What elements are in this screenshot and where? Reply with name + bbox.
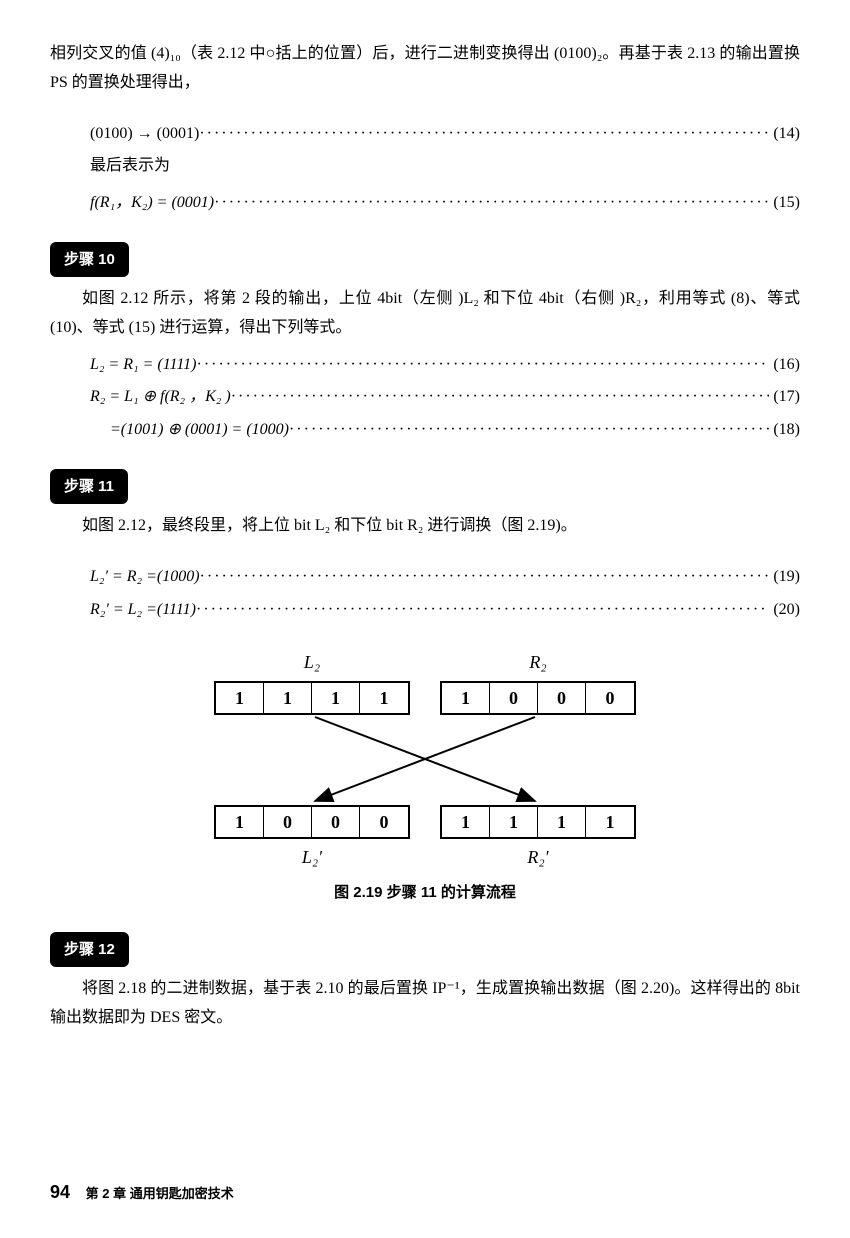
bit-cell: 1 (442, 807, 490, 837)
bit-cell: 1 (312, 683, 360, 713)
equation-20: R₂′ = L₂ =(1111) (20) (90, 596, 800, 625)
eq19-lhs: L₂′ = R₂ =(1000) (90, 563, 200, 592)
bit-cell: 1 (538, 807, 586, 837)
eq18-lhs: =(1001) ⊕ (0001) = (1000) (110, 416, 289, 445)
top-left-bitbox: 1 1 1 1 (214, 681, 410, 715)
figure-2-19: L₂ 1 1 1 1 R₂ 1 0 0 0 (50, 644, 800, 906)
bit-cell: 1 (586, 807, 634, 837)
eq16-lhs: L₂ = R₁ = (1111) (90, 351, 196, 380)
figure-top-right: R₂ 1 0 0 0 (440, 644, 636, 714)
bit-cell: 1 (490, 807, 538, 837)
equation-17: R₂ = L₁ ⊕ f(R₂ ，K₂ ) (17) (90, 383, 800, 412)
eq19-num: (19) (769, 563, 800, 592)
bottom-right-label: R₂′ (527, 841, 548, 873)
eq20-num: (20) (769, 596, 800, 625)
eq-dots (200, 563, 770, 592)
step12-badge: 步骤 12 (50, 932, 129, 967)
figure-cross-arrows (205, 715, 645, 805)
page-footer: 94 第 2 章 通用钥匙加密技术 (50, 1176, 234, 1208)
bit-cell: 0 (538, 683, 586, 713)
bit-cell: 0 (264, 807, 312, 837)
intro-paragraph: 相列交叉的值 (4)₁₀（表 2.12 中○括上的位置）后，进行二进制变换得出 … (50, 40, 800, 98)
eq14-num: (14) (769, 120, 800, 149)
eq15-num: (15) (769, 189, 800, 218)
figure-bottom-row: 1 0 0 0 L₂′ 1 1 1 1 R₂′ (50, 805, 800, 875)
step10-badge: 步骤 10 (50, 242, 129, 277)
top-right-label: R₂ (529, 646, 546, 678)
bit-cell: 0 (312, 807, 360, 837)
eq-dots (196, 351, 769, 380)
chapter-title: 第 2 章 通用钥匙加密技术 (86, 1186, 234, 1201)
step12-paragraph: 将图 2.18 的二进制数据，基于表 2.10 的最后置换 IP⁻¹，生成置换输… (50, 975, 800, 1033)
eq17-lhs: R₂ = L₁ ⊕ f(R₂ ，K₂ ) (90, 383, 231, 412)
bit-cell: 1 (264, 683, 312, 713)
bit-cell: 0 (586, 683, 634, 713)
eq-dots (289, 416, 769, 445)
bottom-left-bitbox: 1 0 0 0 (214, 805, 410, 839)
figure-caption: 图 2.19 步骤 11 的计算流程 (50, 879, 800, 906)
step10-paragraph: 如图 2.12 所示，将第 2 段的输出，上位 4bit（左侧 )L₂ 和下位 … (50, 285, 800, 343)
bit-cell: 1 (216, 807, 264, 837)
eq20-lhs: R₂′ = L₂ =(1111) (90, 596, 196, 625)
eq14-after-text: 最后表示为 (90, 152, 800, 181)
figure-top-left: L₂ 1 1 1 1 (214, 644, 410, 714)
step11-paragraph: 如图 2.12，最终段里，将上位 bit L₂ 和下位 bit R₂ 进行调换（… (50, 512, 800, 541)
step11-badge: 步骤 11 (50, 469, 128, 504)
figure-bottom-left: 1 0 0 0 L₂′ (214, 805, 410, 875)
eq16-num: (16) (769, 351, 800, 380)
equation-16: L₂ = R₁ = (1111) (16) (90, 351, 800, 380)
bottom-left-label: L₂′ (302, 841, 322, 873)
eq-dots (214, 189, 769, 218)
equation-15: f(R₁，K₂) = (0001) (15) (90, 189, 800, 218)
eq-dots (231, 383, 770, 412)
top-right-bitbox: 1 0 0 0 (440, 681, 636, 715)
eq18-num: (18) (769, 416, 800, 445)
eq15-lhs: f(R₁，K₂) = (0001) (90, 189, 214, 218)
eq17-num: (17) (769, 383, 800, 412)
eq-dots (196, 596, 769, 625)
bit-cell: 1 (442, 683, 490, 713)
figure-bottom-right: 1 1 1 1 R₂′ (440, 805, 636, 875)
eq-dots (199, 120, 769, 149)
bit-cell: 1 (360, 683, 408, 713)
bit-cell: 0 (360, 807, 408, 837)
top-left-label: L₂ (304, 646, 320, 678)
eq14-lhs: (0100) → (0001) (90, 120, 199, 149)
figure-top-row: L₂ 1 1 1 1 R₂ 1 0 0 0 (50, 644, 800, 714)
equation-18: =(1001) ⊕ (0001) = (1000) (18) (110, 416, 800, 445)
bit-cell: 0 (490, 683, 538, 713)
equation-14: (0100) → (0001) (14) (90, 120, 800, 149)
bottom-right-bitbox: 1 1 1 1 (440, 805, 636, 839)
bit-cell: 1 (216, 683, 264, 713)
page-number: 94 (50, 1182, 70, 1202)
equation-19: L₂′ = R₂ =(1000) (19) (90, 563, 800, 592)
